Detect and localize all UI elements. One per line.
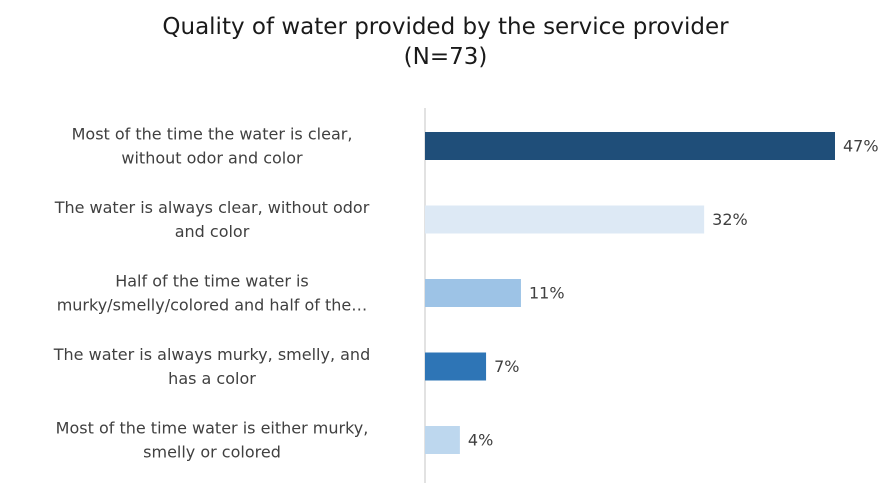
bar-5 bbox=[425, 426, 460, 454]
category-label-line: Most of the time the water is clear, bbox=[72, 125, 353, 144]
category-label-line: The water is always clear, without odor bbox=[54, 198, 370, 217]
value-label-4: 7% bbox=[494, 357, 519, 376]
category-label-1: Most of the time the water is clear, with… bbox=[72, 125, 353, 168]
category-label-line: smelly or colored bbox=[143, 443, 281, 462]
category-label-2: The water is always clear, without odor a… bbox=[54, 198, 370, 241]
category-label-3: Half of the time water is murky/smelly/co… bbox=[57, 272, 368, 315]
value-label-3: 11% bbox=[529, 284, 565, 303]
category-label-line: The water is always murky, smelly, and bbox=[53, 345, 370, 364]
bars-group bbox=[425, 132, 835, 454]
chart-title-main: Quality of water provided by the service… bbox=[162, 14, 729, 40]
bar-1 bbox=[425, 132, 835, 160]
bar-3 bbox=[425, 279, 521, 307]
value-label-5: 4% bbox=[468, 431, 493, 450]
value-label-2: 32% bbox=[712, 210, 748, 229]
category-label-4: The water is always murky, smelly, and ha… bbox=[53, 345, 370, 388]
labels-group: 47% Most of the time the water is clear, w… bbox=[53, 125, 879, 462]
category-label-line: without odor and color bbox=[121, 149, 303, 168]
category-label-5: Most of the time water is either murky, s… bbox=[56, 419, 369, 462]
chart-title: Quality of water provided by the service… bbox=[0, 12, 891, 72]
chart-subtitle: (N=73) bbox=[403, 44, 488, 70]
category-label-line: and color bbox=[175, 222, 250, 241]
category-label-line: has a color bbox=[168, 369, 256, 388]
bar-2 bbox=[425, 205, 705, 234]
category-label-line: murky/smelly/colored and half of the… bbox=[57, 296, 368, 315]
category-label-line: Half of the time water is bbox=[115, 272, 309, 291]
category-label-line: Most of the time water is either murky, bbox=[56, 419, 369, 438]
value-label-1: 47% bbox=[843, 137, 879, 156]
bar-4 bbox=[425, 352, 487, 381]
